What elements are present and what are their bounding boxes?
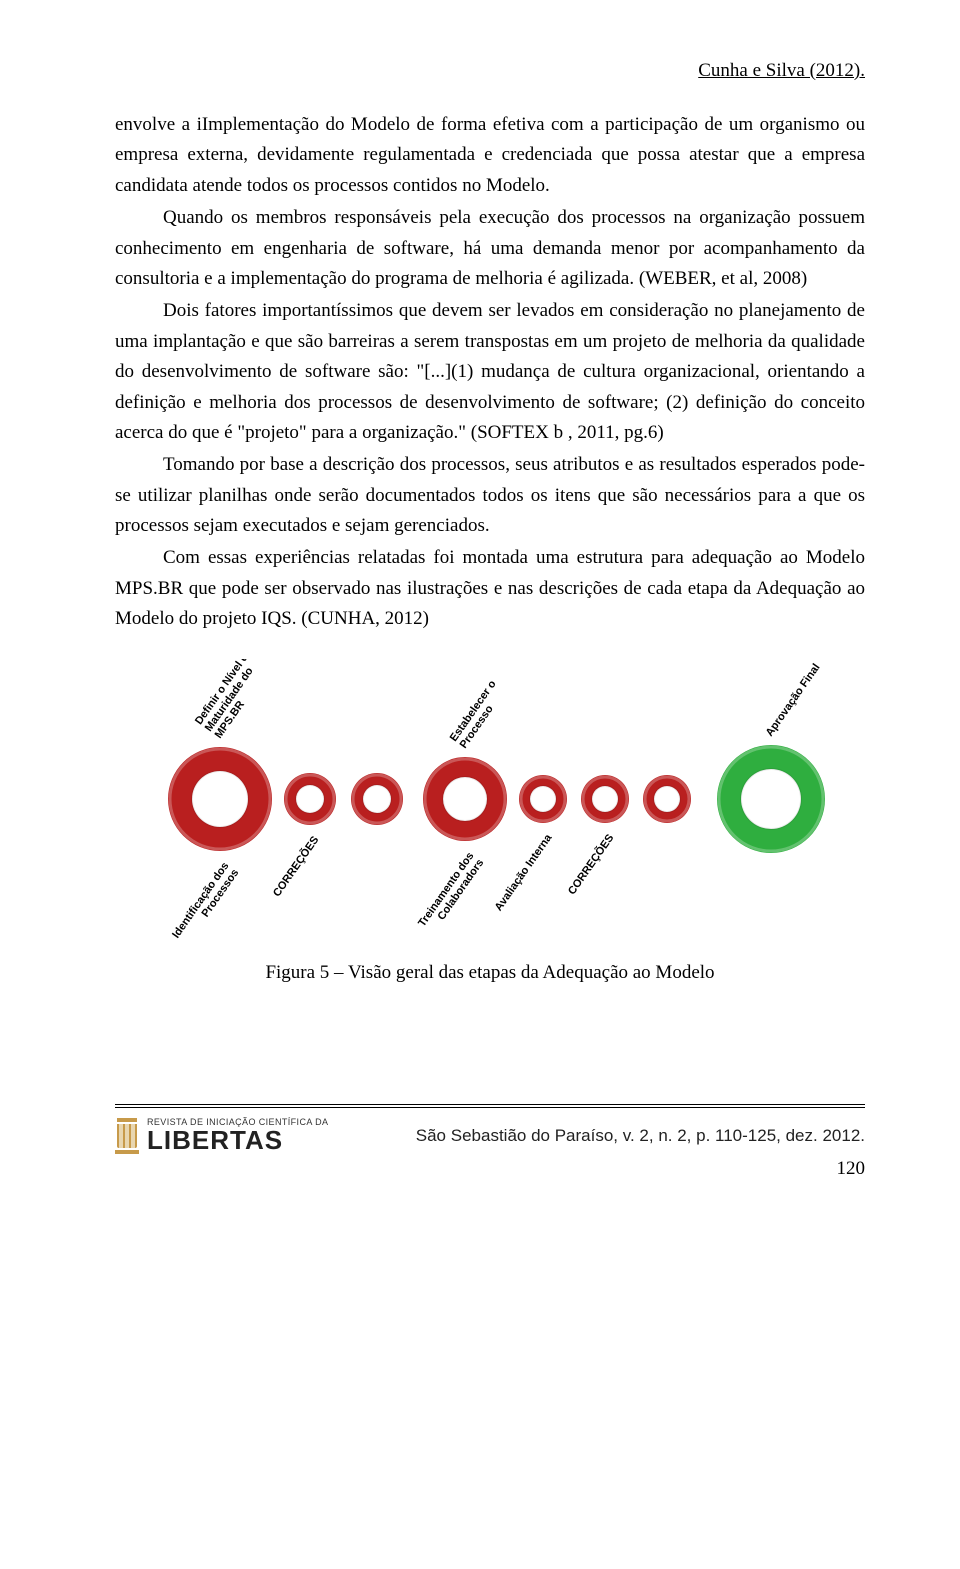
paragraph-3: Dois fatores importantíssimos que devem … (115, 296, 865, 448)
svg-text:CORREÇÕES: CORREÇÕES (270, 833, 321, 899)
svg-text:Avaliação Interna: Avaliação Interna (493, 831, 555, 913)
logo-big-text: LIBERTAS (147, 1127, 328, 1153)
page-number: 120 (115, 1158, 865, 1180)
body-text: envolve a iImplementação do Modelo de fo… (115, 110, 865, 635)
paragraph-1: envolve a iImplementação do Modelo de fo… (115, 110, 865, 201)
process-diagram: Definir o Nível deMaturidade doMPS.BRIde… (115, 659, 865, 939)
footer: REVISTA DE INICIAÇÃO CIENTÍFICA DA LIBER… (115, 1104, 865, 1180)
header-citation: Cunha e Silva (2012). (115, 60, 865, 82)
svg-text:CORREÇÕES: CORREÇÕES (565, 831, 616, 897)
paragraph-2: Quando os membros responsáveis pela exec… (115, 203, 865, 294)
footer-reference: São Sebastião do Paraíso, v. 2, n. 2, p.… (416, 1126, 865, 1146)
column-icon (115, 1118, 139, 1154)
journal-logo: REVISTA DE INICIAÇÃO CIENTÍFICA DA LIBER… (115, 1118, 328, 1154)
figure-caption: Figura 5 – Visão geral das etapas da Ade… (115, 962, 865, 984)
figure-5: Definir o Nível deMaturidade doMPS.BRIde… (115, 659, 865, 984)
paragraph-5: Com essas experiências relatadas foi mon… (115, 543, 865, 634)
svg-text:Aprovação Final: Aprovação Final (764, 661, 823, 738)
paragraph-4: Tomando por base a descrição dos process… (115, 450, 865, 541)
